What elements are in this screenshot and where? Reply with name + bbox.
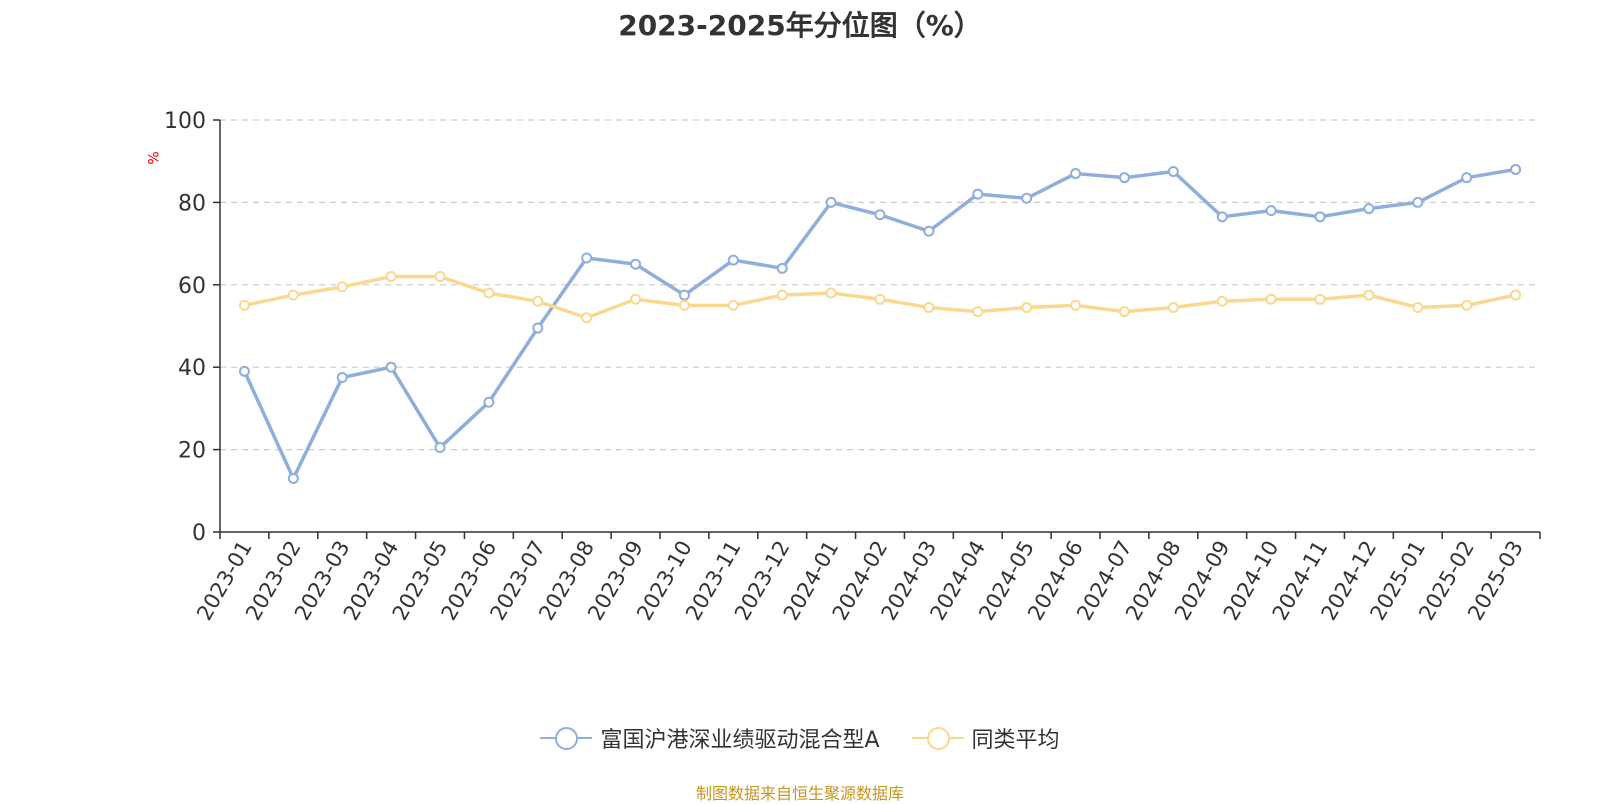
data-point [434,271,446,283]
data-point [1070,168,1082,180]
data-point [532,322,544,334]
data-point [1118,306,1130,318]
data-point [630,293,642,305]
data-point [1510,289,1522,301]
data-point [1216,295,1228,307]
data-point [923,225,935,237]
data-point [776,289,788,301]
data-point [238,299,250,311]
data-point [336,372,348,383]
data-point [1070,299,1082,311]
data-point [385,361,397,373]
data-point [825,196,837,208]
data-point [1412,301,1424,313]
data-point [776,262,788,274]
legend-label-fund: 富国沪港深业绩驱动混合型A [600,728,880,753]
data-point [678,299,690,311]
data-point [1216,211,1228,223]
data-point [1363,203,1375,215]
data-point [1363,289,1375,301]
line-chart-plot: 0204060801002023-012023-022023-032023-04… [164,109,1541,624]
data-point [287,289,299,301]
data-point [434,442,446,454]
legend-marker-fund-icon [540,725,593,751]
data-point [1167,301,1179,313]
data-point [923,301,935,313]
data-point [1314,211,1326,223]
data-point [581,312,593,324]
y-tick-label: 0 [192,521,206,546]
data-point [1021,301,1033,313]
data-point [972,188,984,200]
series-fund [238,163,1522,484]
data-point [1412,196,1424,208]
data-point [483,287,495,299]
data-point [1118,172,1130,184]
data-point [1510,163,1522,175]
data-point [1461,172,1473,184]
data-point [1314,293,1326,305]
data-point [238,365,250,377]
data-point [532,295,544,307]
data-point [385,271,397,283]
data-point [483,396,495,408]
data-point [1167,166,1179,177]
data-point [581,252,593,264]
data-point [1021,192,1033,204]
chart-title: 2023-2025年分位图（%） [618,9,982,42]
data-point [874,209,886,221]
y-tick-label: 40 [178,356,206,381]
data-point [1461,299,1473,311]
legend-item-peer-average[interactable]: 同类平均 [911,722,1060,754]
y-tick-label: 60 [178,274,206,299]
data-point [1265,293,1277,305]
data-point [874,293,886,305]
legend-marker-peer-average-icon [911,725,964,751]
legend: 富国沪港深业绩驱动混合型A 同类平均 [0,722,1600,754]
y-tick-label: 20 [178,439,206,464]
data-point [1265,205,1277,217]
y-tick-label: 100 [164,109,206,134]
data-point [825,287,837,299]
data-point [630,258,642,270]
data-source-note: 制图数据来自恒生聚源数据库 [695,784,904,803]
series-peer-average [238,271,1522,324]
data-point [727,254,739,266]
data-point [678,289,690,301]
data-point [727,299,739,311]
legend-item-fund[interactable]: 富国沪港深业绩驱动混合型A [540,722,880,754]
data-point [336,281,348,293]
data-point [972,306,984,318]
legend-label-peer-average: 同类平均 [971,728,1060,753]
y-tick-label: 80 [178,191,206,216]
data-point [287,472,299,484]
